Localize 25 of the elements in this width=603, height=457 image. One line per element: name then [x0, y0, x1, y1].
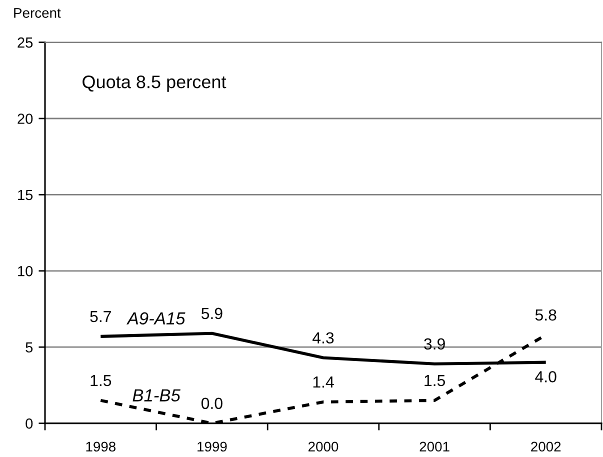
- data-label: 3.9: [424, 338, 445, 350]
- data-label: 4.0: [535, 371, 556, 382]
- data-label: 1.4: [313, 376, 334, 388]
- data-label: 1.5: [90, 375, 112, 386]
- data-label: 5.8: [535, 309, 556, 321]
- y-tick-label: 25: [18, 37, 33, 48]
- data-label: 5.9: [201, 308, 222, 320]
- data-label: 4.3: [312, 332, 334, 344]
- data-label: 5.7: [90, 311, 111, 322]
- y-tick-label: 5: [26, 342, 33, 353]
- x-tick-label: 2000: [308, 442, 338, 452]
- x-tick-label: 1999: [198, 442, 227, 452]
- series-label: A9-A15: [126, 312, 186, 325]
- x-tick-label: 2002: [531, 442, 561, 452]
- y-tick-label: 15: [18, 190, 33, 200]
- y-axis-title: Percent: [14, 8, 61, 18]
- y-tick-label: 10: [18, 266, 33, 276]
- annotation: Quota 8.5 percent: [82, 76, 226, 92]
- data-label: 1.5: [424, 375, 445, 386]
- x-tick-label: 1998: [86, 442, 116, 452]
- y-tick-label: 20: [18, 114, 33, 124]
- data-label: 0.0: [201, 398, 222, 410]
- y-tick-label: 0: [26, 418, 33, 429]
- series-label: B1-B5: [132, 389, 180, 402]
- x-tick-label: 2001: [420, 442, 450, 452]
